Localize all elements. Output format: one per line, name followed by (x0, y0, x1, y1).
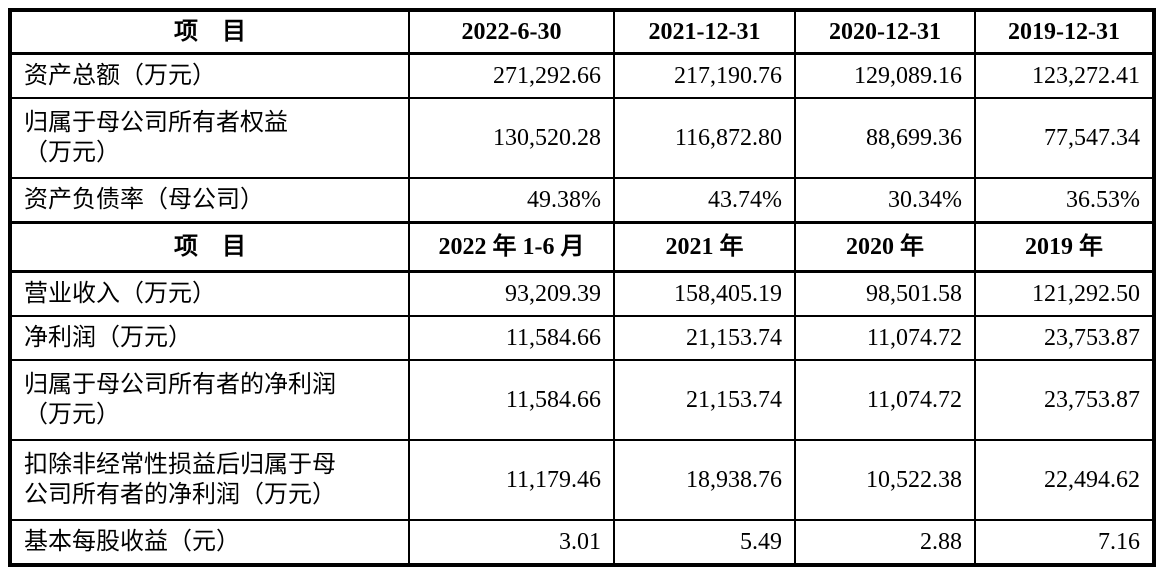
cell-value: 49.38% (408, 177, 615, 224)
header-period-2022-1-6: 2022 年 1-6 月 (408, 221, 615, 273)
financial-summary-table: 项 目 2022-6-30 2021-12-31 2020-12-31 2019… (8, 8, 1156, 567)
cell-value: 130,520.28 (408, 97, 615, 179)
cell-value: 271,292.66 (408, 52, 615, 99)
cell-value: 36.53% (974, 177, 1155, 224)
header-date-2019-12-31: 2019-12-31 (974, 8, 1155, 55)
cell-value: 121,292.50 (974, 270, 1155, 317)
cell-value: 23,753.87 (974, 315, 1155, 361)
row-label: 扣除非经常性损益后归属于母 公司所有者的净利润（万元） (9, 439, 410, 521)
header-item: 项 目 (9, 221, 410, 273)
table-row-net-profit: 净利润（万元） 11,584.66 21,153.74 11,074.72 23… (9, 315, 1155, 361)
cell-value: 11,074.72 (794, 359, 976, 441)
cell-value: 123,272.41 (974, 52, 1155, 99)
table-header-row-income: 项 目 2022 年 1-6 月 2021 年 2020 年 2019 年 (9, 221, 1155, 273)
row-label: 归属于母公司所有者的净利润 （万元） (9, 359, 410, 441)
header-period-2021: 2021 年 (613, 221, 796, 273)
cell-value: 93,209.39 (408, 270, 615, 317)
table-row-deducted-net-profit: 扣除非经常性损益后归属于母 公司所有者的净利润（万元） 11,179.46 18… (9, 439, 1155, 521)
cell-value: 18,938.76 (613, 439, 796, 521)
cell-value: 11,179.46 (408, 439, 615, 521)
cell-value: 11,074.72 (794, 315, 976, 361)
cell-value: 23,753.87 (974, 359, 1155, 441)
cell-value: 3.01 (408, 519, 615, 566)
table-header-row-balance: 项 目 2022-6-30 2021-12-31 2020-12-31 2019… (9, 8, 1155, 55)
table-row-parent-net-profit: 归属于母公司所有者的净利润 （万元） 11,584.66 21,153.74 1… (9, 359, 1155, 441)
cell-value: 2.88 (794, 519, 976, 566)
cell-value: 21,153.74 (613, 359, 796, 441)
table-row-revenue: 营业收入（万元） 93,209.39 158,405.19 98,501.58 … (9, 270, 1155, 317)
cell-value: 116,872.80 (613, 97, 796, 179)
row-label: 资产负债率（母公司） (9, 177, 410, 224)
cell-value: 11,584.66 (408, 359, 615, 441)
cell-value: 217,190.76 (613, 52, 796, 99)
header-date-2022-6-30: 2022-6-30 (408, 8, 615, 55)
table-row-parent-equity: 归属于母公司所有者权益 （万元） 130,520.28 116,872.80 8… (9, 97, 1155, 179)
cell-value: 30.34% (794, 177, 976, 224)
cell-value: 129,089.16 (794, 52, 976, 99)
cell-value: 158,405.19 (613, 270, 796, 317)
cell-value: 77,547.34 (974, 97, 1155, 179)
header-period-2020: 2020 年 (794, 221, 976, 273)
cell-value: 11,584.66 (408, 315, 615, 361)
header-date-2020-12-31: 2020-12-31 (794, 8, 976, 55)
table-row-basic-eps: 基本每股收益（元） 3.01 5.49 2.88 7.16 (9, 519, 1155, 566)
header-period-2019: 2019 年 (974, 221, 1155, 273)
cell-value: 10,522.38 (794, 439, 976, 521)
table-row-total-assets: 资产总额（万元） 271,292.66 217,190.76 129,089.1… (9, 52, 1155, 99)
cell-value: 98,501.58 (794, 270, 976, 317)
cell-value: 88,699.36 (794, 97, 976, 179)
cell-value: 43.74% (613, 177, 796, 224)
row-label: 基本每股收益（元） (9, 519, 410, 566)
header-date-2021-12-31: 2021-12-31 (613, 8, 796, 55)
cell-value: 7.16 (974, 519, 1155, 566)
row-label: 净利润（万元） (9, 315, 410, 361)
cell-value: 21,153.74 (613, 315, 796, 361)
row-label: 营业收入（万元） (9, 270, 410, 317)
financial-summary: 项 目 2022-6-30 2021-12-31 2020-12-31 2019… (8, 8, 1156, 567)
cell-value: 5.49 (613, 519, 796, 566)
row-label: 资产总额（万元） (9, 52, 410, 99)
row-label: 归属于母公司所有者权益 （万元） (9, 97, 410, 179)
header-item: 项 目 (9, 8, 410, 55)
table-row-debt-ratio: 资产负债率（母公司） 49.38% 43.74% 30.34% 36.53% (9, 177, 1155, 224)
cell-value: 22,494.62 (974, 439, 1155, 521)
